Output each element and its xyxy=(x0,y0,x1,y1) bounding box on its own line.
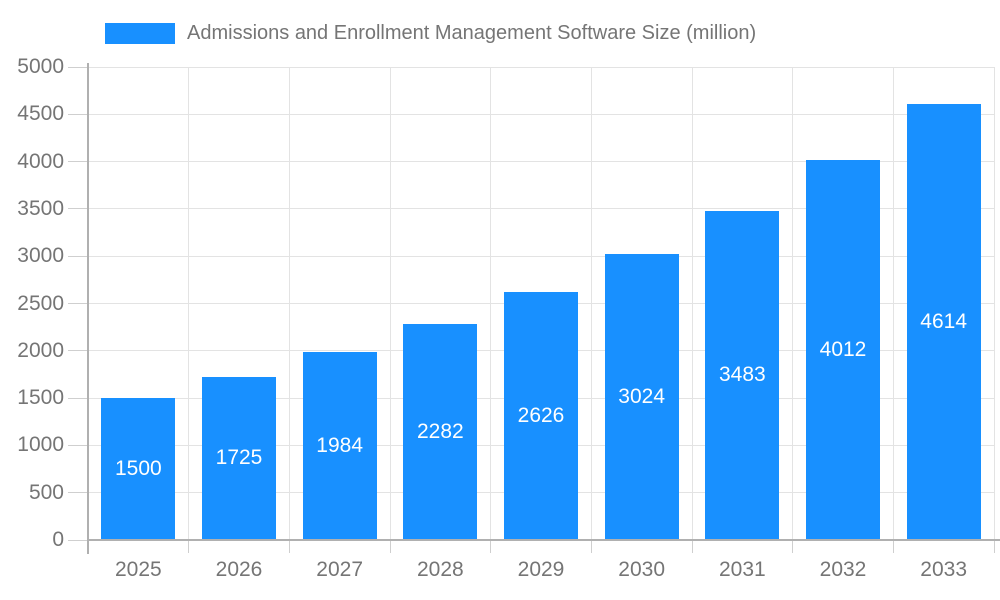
legend-label: Admissions and Enrollment Management Sof… xyxy=(187,22,757,44)
bar-value-label: 4614 xyxy=(920,309,968,333)
y-gridline xyxy=(88,66,994,68)
bar-value-label: 1984 xyxy=(316,434,364,458)
x-axis-tick xyxy=(288,540,290,553)
y-gridline xyxy=(88,208,994,210)
x-axis-label: 2026 xyxy=(215,558,263,581)
y-axis-tick xyxy=(68,208,88,210)
x-axis-tick xyxy=(188,540,190,553)
x-gridline xyxy=(389,67,391,540)
y-axis-label: 2500 xyxy=(17,291,64,315)
bar xyxy=(101,398,176,540)
bar-value-label: 3483 xyxy=(718,363,766,387)
bar xyxy=(705,210,780,540)
bar-value-label: 3024 xyxy=(618,384,666,408)
x-gridline xyxy=(288,67,290,540)
y-axis-tick xyxy=(68,255,88,257)
y-axis-tick xyxy=(68,66,88,68)
x-axis-label: 2031 xyxy=(718,558,766,581)
y-axis-tick xyxy=(68,161,88,163)
bar xyxy=(202,376,276,540)
y-axis-tick xyxy=(68,350,88,352)
y-gridline xyxy=(88,161,994,163)
x-axis-label: 2025 xyxy=(114,558,162,581)
y-axis-label: 5000 xyxy=(17,55,64,78)
x-axis-label: 2033 xyxy=(920,558,968,581)
bar-value-label: 2626 xyxy=(517,403,565,427)
x-axis-label: 2027 xyxy=(316,558,364,581)
x-gridline xyxy=(590,67,592,540)
y-axis-tick xyxy=(68,492,88,494)
x-axis-tick xyxy=(792,540,794,553)
y-axis-tick xyxy=(68,113,88,115)
y-axis-tick xyxy=(68,303,88,304)
legend-swatch-icon xyxy=(105,23,175,44)
bar xyxy=(504,291,578,540)
bar xyxy=(403,324,478,540)
y-axis-label: 0 xyxy=(52,528,64,551)
x-axis-line xyxy=(87,539,1000,541)
x-gridline xyxy=(792,67,794,540)
y-axis-line xyxy=(87,63,89,554)
x-axis-tick xyxy=(691,540,693,553)
y-axis-label: 1000 xyxy=(17,433,64,457)
x-gridline xyxy=(490,67,492,540)
x-axis-label: 2029 xyxy=(517,558,565,581)
y-axis-label: 4000 xyxy=(17,149,64,173)
bar-value-label: 4012 xyxy=(819,338,867,362)
y-gridline xyxy=(88,255,994,257)
bar-value-label: 1500 xyxy=(114,457,162,481)
bar-value-label: 1725 xyxy=(215,446,263,470)
y-axis-label: 3000 xyxy=(17,244,64,268)
x-gridline xyxy=(993,67,995,540)
x-axis-tick xyxy=(389,540,391,553)
x-gridline xyxy=(188,67,190,540)
bar xyxy=(906,103,981,540)
bar xyxy=(302,352,377,540)
x-axis-label: 2028 xyxy=(416,558,464,581)
y-axis-label: 1500 xyxy=(17,386,64,410)
y-axis-tick xyxy=(68,397,88,399)
y-axis-tick xyxy=(68,539,88,541)
bar xyxy=(604,253,679,540)
y-axis-label: 500 xyxy=(28,480,64,504)
y-axis-label: 3500 xyxy=(17,196,64,220)
legend-item[interactable]: Admissions and Enrollment Management Sof… xyxy=(105,22,756,45)
y-gridline xyxy=(88,113,994,115)
x-axis-tick xyxy=(590,540,592,553)
x-axis-tick xyxy=(993,540,995,553)
x-gridline xyxy=(691,67,693,540)
x-axis-label: 2032 xyxy=(819,558,867,581)
x-axis-tick xyxy=(892,540,894,553)
bar-value-label: 2282 xyxy=(416,420,464,444)
x-axis-tick xyxy=(490,540,492,553)
y-axis-label: 4500 xyxy=(17,102,64,126)
y-axis-label: 2000 xyxy=(17,338,64,362)
y-axis-tick xyxy=(68,444,88,446)
x-gridline xyxy=(892,67,894,540)
x-axis-label: 2030 xyxy=(618,558,666,581)
bar xyxy=(806,160,880,540)
